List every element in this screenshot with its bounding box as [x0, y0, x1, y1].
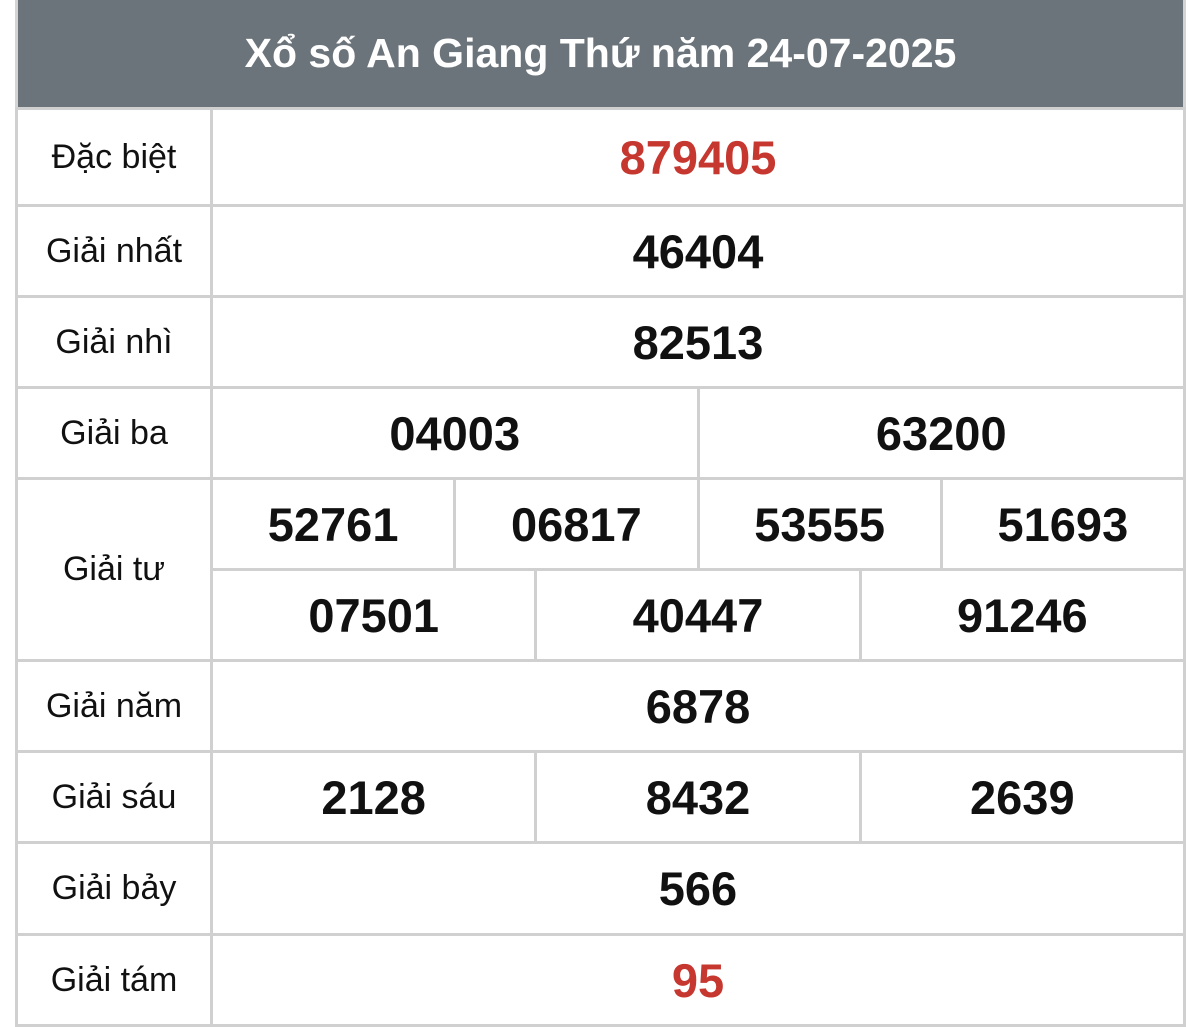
prize-row: Giải nhất 46404 — [15, 207, 1186, 298]
prize-number: 566 — [658, 862, 738, 915]
prize-label: Giải nhất — [18, 207, 213, 295]
prize-row: Giải tám 95 — [15, 936, 1186, 1027]
prize-label: Giải năm — [18, 662, 213, 750]
prize-number: 95 — [671, 953, 725, 1007]
prize-row: Giải năm 6878 — [15, 662, 1186, 753]
table-title: Xổ số An Giang Thứ năm 24-07-2025 — [15, 0, 1186, 107]
prize-number: 53555 — [696, 480, 940, 568]
prize-label: Giải nhì — [18, 298, 213, 386]
lottery-results-table: Xổ số An Giang Thứ năm 24-07-2025 Đặc bi… — [15, 0, 1186, 1027]
prize-number: 52761 — [267, 497, 399, 551]
prize-row: Đặc biệt 879405 — [15, 107, 1186, 207]
prize-number: 04003 — [389, 406, 521, 460]
prize-number: 07501 — [308, 588, 440, 642]
prize-label: Giải tám — [18, 936, 213, 1024]
prize-label: Giải tư — [18, 480, 213, 659]
prize-row: Giải nhì 82513 — [15, 298, 1186, 389]
prize-number: 06817 — [453, 480, 696, 568]
prize-label: Giải bảy — [18, 844, 213, 933]
prize-number: 879405 — [619, 130, 777, 184]
prize-row: Giải bảy 566 — [15, 844, 1186, 936]
prize-label: Đặc biệt — [18, 110, 213, 204]
prize-number: 46404 — [632, 224, 764, 278]
prize-number: 2639 — [858, 753, 1183, 841]
prize-number: 63200 — [696, 389, 1184, 477]
prize-number: 6878 — [645, 679, 751, 733]
prize-number: 51693 — [939, 480, 1183, 568]
prize-row: Giải tư 52761 06817 53555 51693 07501 40447 912… — [15, 480, 1186, 662]
prize-number: 2128 — [321, 770, 426, 824]
prize-row: Giải sáu 2128 8432 2639 — [15, 753, 1186, 844]
prize-label: Giải ba — [18, 389, 213, 477]
prize-number: 91246 — [858, 571, 1183, 659]
prize-number: 8432 — [534, 753, 858, 841]
prize-row: Giải ba 04003 63200 — [15, 389, 1186, 480]
prize-number: 40447 — [534, 571, 858, 659]
prize-label: Giải sáu — [18, 753, 213, 841]
prize-number: 82513 — [632, 315, 764, 369]
